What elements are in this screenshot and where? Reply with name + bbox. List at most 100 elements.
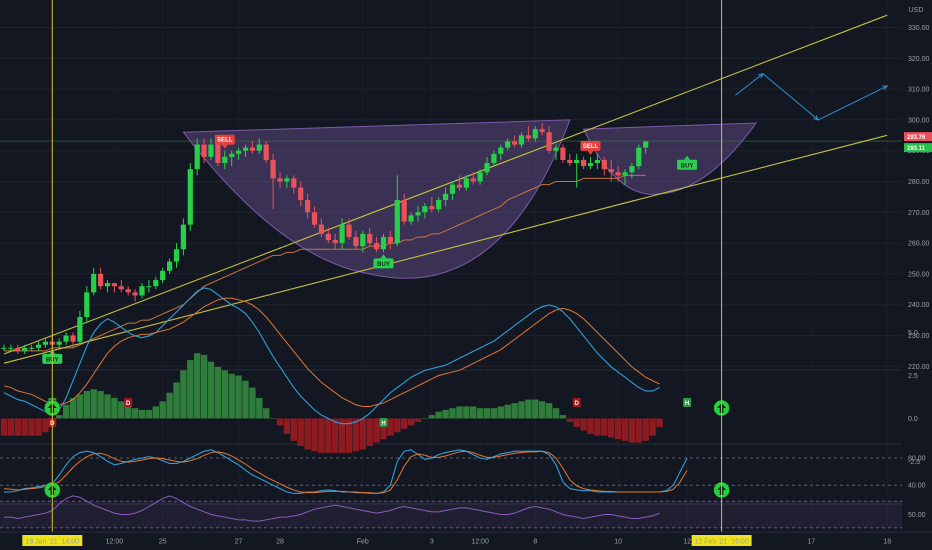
candle-body: [222, 156, 228, 164]
candle: [167, 258, 173, 274]
rsi-line: [4, 495, 660, 522]
macd-histogram-bar: [242, 380, 249, 419]
sell-signal: SELL: [580, 140, 601, 155]
candle-body: [491, 153, 497, 164]
candle-body: [139, 286, 145, 296]
macd-histogram-bar: [338, 418, 346, 453]
y-tick-label: 250.00: [908, 271, 930, 278]
x-tick: 10: [614, 539, 622, 546]
trendline: [3, 134, 888, 364]
candle: [229, 150, 235, 167]
candle: [553, 144, 559, 160]
macd-histogram-bar: [614, 418, 622, 440]
candle-body: [256, 144, 262, 151]
macd-lines: [3, 287, 660, 425]
macd-pane[interactable]: HDDHDH: [0, 287, 692, 453]
candle-body: [449, 184, 456, 194]
candle: [208, 138, 214, 160]
vertical-marker-lines: [51, 0, 723, 532]
macd-histogram-bar: [325, 418, 332, 453]
macd-histogram-bar: [518, 401, 525, 419]
candle-body: [201, 144, 207, 157]
candle-body: [553, 147, 559, 151]
macd-histogram-bar: [187, 360, 194, 419]
macd-histogram-bar: [152, 406, 159, 419]
time-axis[interactable]: 19 Jan '21 14:00 12:00 25 27 28 Feb 3 12:00 8 10 1…: [0, 531, 932, 550]
macd-histogram-bar: [28, 418, 35, 436]
macd-histogram-bar: [138, 409, 146, 419]
candle: [484, 156, 490, 176]
macd-histogram-bar: [649, 418, 656, 436]
candle-body: [622, 172, 628, 176]
candle-body: [15, 347, 21, 351]
macd-histogram-bar: [559, 415, 567, 419]
sell-signal: SELL: [214, 134, 235, 149]
x-tick-label: 10: [614, 539, 622, 546]
macd-line: [3, 287, 660, 425]
macd-marker-h: H: [683, 398, 692, 407]
y-tick-label: 80.00: [908, 456, 926, 463]
macd-histogram-bar: [56, 415, 63, 419]
macd-histogram-bar: [373, 418, 380, 443]
candle-body: [305, 199, 311, 213]
candle: [353, 230, 359, 250]
candle-body: [560, 147, 566, 160]
candle: [284, 175, 290, 188]
y-tick-label: 2.5: [908, 373, 918, 380]
macd-histogram-bar: [573, 418, 580, 428]
candle: [622, 169, 628, 185]
candle: [311, 206, 318, 228]
candle-body: [470, 178, 476, 182]
trendlines[interactable]: [3, 14, 888, 364]
candle-body: [132, 292, 138, 296]
candle-body: [194, 144, 200, 170]
x-tick-label: 27: [235, 539, 243, 546]
candle: [187, 163, 193, 231]
rsi-band: [0, 500, 902, 529]
macd-histogram-bar: [594, 418, 601, 436]
stochastic-pane[interactable]: [0, 449, 902, 494]
last-price-label-green: 293.11: [904, 143, 932, 153]
candle: [560, 144, 566, 164]
candle-body: [512, 141, 518, 145]
macd-marker-d: D: [572, 398, 581, 407]
price-pane[interactable]: BUYSELLBUYSELLBUY: [0, 14, 902, 364]
candle: [429, 196, 435, 213]
macd-histogram-bar: [621, 418, 629, 441]
candle-body: [401, 199, 407, 222]
candle-body: [84, 292, 90, 318]
candle: [387, 230, 393, 250]
price-axis[interactable]: USD 330.00320.00310.00300.00290.00280.00…: [902, 0, 932, 532]
candle: [146, 280, 152, 293]
candle-body: [311, 212, 318, 225]
macd-histogram-bar: [635, 418, 642, 443]
x-tick: 12:00: [471, 539, 489, 546]
macd-histogram-bar: [566, 418, 573, 422]
macd-histogram-bar: [42, 418, 49, 433]
x-tick-highlight: 12 Feb '21 16:00: [691, 535, 752, 546]
candle: [160, 267, 166, 284]
candle: [125, 286, 131, 296]
candle: [498, 144, 504, 160]
candle-body: [146, 286, 152, 288]
signal-label: BUY: [377, 262, 390, 268]
rsi-pane[interactable]: [0, 495, 902, 529]
candle: [270, 153, 276, 210]
macd-histogram-bar: [380, 418, 387, 440]
macd-histogram-bar: [297, 418, 304, 447]
x-tick: 3: [430, 539, 434, 546]
candle: [401, 193, 407, 225]
x-tick-highlight-box: [22, 535, 83, 546]
candle-body: [567, 159, 573, 164]
candle-body: [360, 233, 366, 247]
candle: [360, 230, 366, 253]
y-tick-label: 0.0: [908, 416, 918, 423]
candlestick-series[interactable]: [1, 122, 649, 354]
projection-segment: [735, 73, 764, 96]
sell-signal-box: [214, 134, 235, 145]
x-tick-label: 3: [430, 539, 434, 546]
x-tick-label: 12: [683, 539, 691, 546]
time-tick-labels: 19 Jan '21 14:00 12:00 25 27 28 Feb 3 12:00 8 10 1…: [22, 535, 891, 546]
candle-body: [443, 193, 449, 200]
